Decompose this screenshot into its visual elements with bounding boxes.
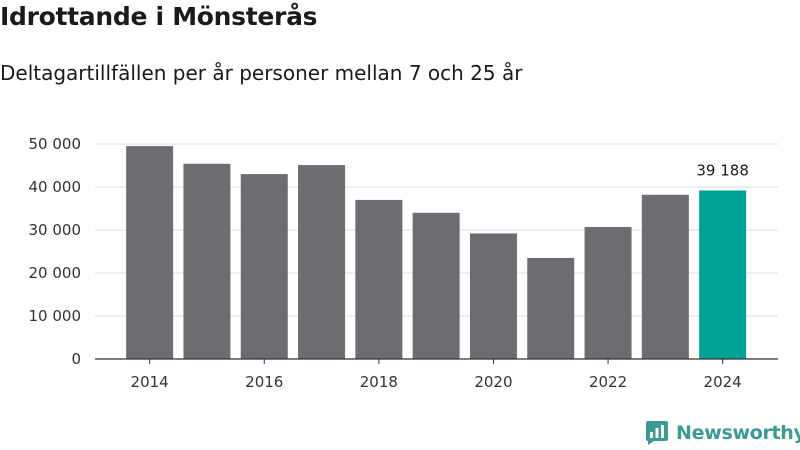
y-tick-label: 10 000 (29, 307, 82, 325)
bar-2023 (641, 194, 689, 359)
chart-subtitle: Deltagartillfällen per år personer mella… (0, 61, 523, 85)
newsworthy-logo-icon (646, 421, 668, 445)
bar-2022 (584, 226, 632, 359)
y-tick-label: 0 (71, 350, 81, 368)
bar-2021 (527, 257, 575, 359)
x-tick-label: 2014 (131, 373, 169, 391)
chart-title: Idrottande i Mönsterås (0, 2, 318, 31)
x-tick-label: 2018 (360, 373, 398, 391)
y-tick-label: 40 000 (29, 178, 82, 196)
y-tick-label: 50 000 (29, 135, 82, 153)
bar-2018 (355, 199, 403, 359)
x-tick-label: 2016 (245, 373, 283, 391)
bar-2019 (412, 212, 460, 359)
x-tick-label: 2022 (589, 373, 627, 391)
newsworthy-logo[interactable]: Newsworthy (645, 420, 800, 446)
y-tick-label: 30 000 (29, 221, 82, 239)
bar-2017 (298, 165, 346, 359)
bar-2015 (183, 163, 231, 359)
bar-2024 (699, 190, 747, 359)
y-tick-label: 20 000 (29, 264, 82, 282)
x-tick-label: 2024 (704, 373, 742, 391)
bar-2016 (240, 174, 288, 359)
x-tick-label: 2020 (474, 373, 512, 391)
logo-text: Newsworthy (676, 422, 800, 444)
data-label-2024: 39 188 (696, 161, 749, 179)
bar-2014 (126, 146, 174, 359)
bar-2020 (469, 233, 517, 359)
